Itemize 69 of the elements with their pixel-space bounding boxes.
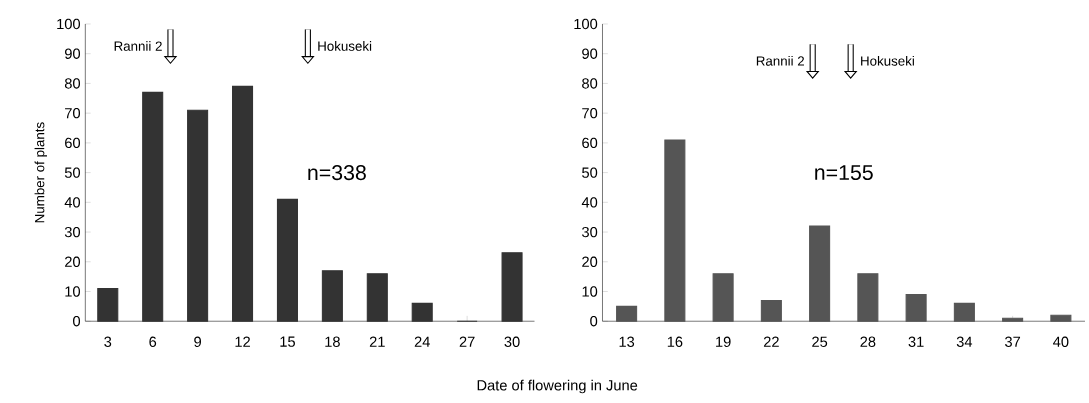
x-tick-label: 13 xyxy=(619,336,635,348)
x-tick-label: 18 xyxy=(325,336,340,348)
y-tick-label: 0 xyxy=(590,316,598,327)
annotation: Hokuseki xyxy=(318,41,372,52)
x-tick-label: 21 xyxy=(369,336,385,348)
annotation: Rannii 2 xyxy=(756,56,804,66)
y-tick-label: 20 xyxy=(582,256,598,268)
x-tick-label: 30 xyxy=(504,336,520,348)
x-tick-label: 37 xyxy=(1005,336,1021,348)
y-tick-label: 30 xyxy=(582,227,598,238)
annotation: n=338 xyxy=(308,165,366,181)
bar xyxy=(142,92,164,322)
annotation: Rannii 2 xyxy=(114,41,162,52)
y-tick-label: 20 xyxy=(65,256,81,268)
y-tick-label: 100 xyxy=(57,19,81,30)
y-tick-label: 90 xyxy=(64,48,81,60)
y-tick-label: 30 xyxy=(64,227,81,238)
bar xyxy=(1002,317,1024,322)
bar xyxy=(232,86,254,322)
bar xyxy=(760,300,782,322)
x-tick-label: 6 xyxy=(149,336,157,348)
y-tick-label: 90 xyxy=(582,48,598,60)
annotation: Hokuseki xyxy=(861,56,914,66)
y-axis-title: Number of plants xyxy=(34,122,47,223)
y-tick-label: 70 xyxy=(582,108,598,119)
bar xyxy=(1050,314,1072,322)
x-tick-label: 25 xyxy=(812,336,828,348)
y-tick-label: 60 xyxy=(582,137,598,149)
bar xyxy=(905,294,927,322)
y-tick-label: 40 xyxy=(64,197,81,208)
y-tick-label: 50 xyxy=(64,167,81,179)
y-tick-label: 0 xyxy=(73,316,81,327)
x-tick-label: 24 xyxy=(414,336,430,348)
bar xyxy=(366,273,388,322)
x-axis-title: Date of flowering in June xyxy=(477,379,638,394)
bar xyxy=(187,109,209,322)
x-tick-label: 31 xyxy=(908,336,924,348)
y-tick-label: 60 xyxy=(65,137,81,149)
x-tick-label: 28 xyxy=(860,336,876,348)
bar xyxy=(616,306,638,322)
bar xyxy=(664,139,686,322)
y-tick-label: 50 xyxy=(582,167,598,179)
bar xyxy=(809,225,831,322)
annotation: n=155 xyxy=(815,165,873,181)
x-tick-label: 27 xyxy=(459,336,475,348)
bar xyxy=(857,273,879,322)
y-tick-label: 10 xyxy=(65,286,81,297)
x-tick-label: 22 xyxy=(763,336,779,348)
y-tick-label: 70 xyxy=(65,108,81,119)
bar xyxy=(712,273,734,322)
bar xyxy=(411,303,433,322)
y-tick-label: 40 xyxy=(581,197,598,208)
y-tick-label: 10 xyxy=(582,286,598,297)
x-tick-label: 40 xyxy=(1053,336,1069,348)
x-tick-label: 34 xyxy=(956,336,973,348)
y-tick-label: 100 xyxy=(574,19,598,30)
bar xyxy=(97,288,119,322)
x-tick-label: 3 xyxy=(104,336,112,348)
x-tick-label: 19 xyxy=(716,336,731,348)
bar xyxy=(276,199,298,322)
bar xyxy=(953,303,975,322)
bar xyxy=(321,270,343,322)
x-tick-label: 12 xyxy=(235,336,250,348)
x-tick-label: 9 xyxy=(194,336,201,348)
bar xyxy=(501,252,523,322)
x-tick-label: 15 xyxy=(280,336,295,348)
x-tick-label: 16 xyxy=(667,336,683,348)
y-tick-label: 80 xyxy=(582,78,598,89)
y-tick-label: 80 xyxy=(64,78,81,89)
